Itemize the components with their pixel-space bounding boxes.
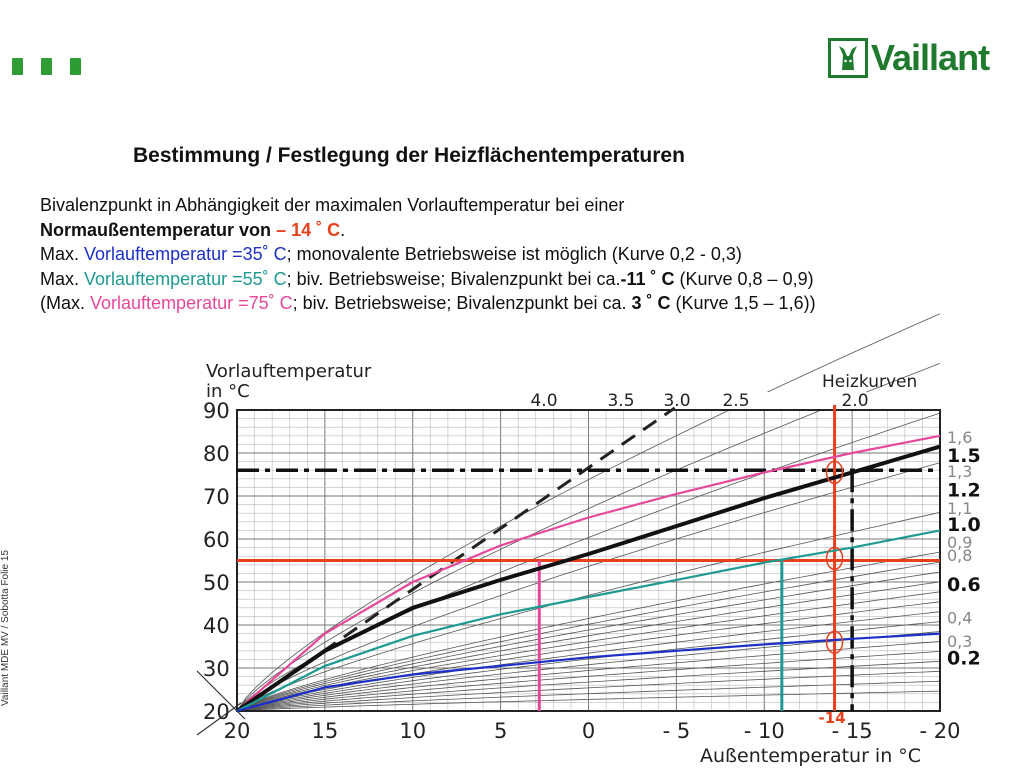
curve-label-right: 1.5 — [947, 445, 981, 467]
y-tick-label: 70 — [203, 485, 230, 509]
body-text-segment: Max. — [40, 268, 80, 289]
heating-curve-background — [236, 690, 941, 712]
y-tick-label: 20 — [203, 700, 230, 724]
body-highlight-pink: Vorlauftemperatur =75˚ C — [90, 293, 293, 313]
heating-curve-background — [236, 680, 941, 712]
x-tick-label: 0 — [582, 719, 595, 743]
series-line-0,8 — [236, 529, 941, 712]
heating-curve-background — [236, 631, 941, 712]
curve-label-right: 1,1 — [947, 499, 972, 518]
series-line-1.5 — [235, 444, 941, 713]
x-tick-label: 20 — [224, 719, 251, 743]
curve-label-top: 3.5 — [607, 391, 634, 411]
plot-mask — [320, 392, 944, 409]
body-line-5: (Max. Vorlauftemperatur =75˚ C; biv. Bet… — [40, 291, 1000, 316]
series-line-0,3 — [236, 632, 941, 713]
y-axis-title-unit: in °C — [206, 381, 250, 402]
heating-curve-background — [236, 591, 941, 712]
curve-label-top: 3.0 — [663, 391, 690, 411]
brand-dots — [12, 58, 81, 75]
heating-curve-background — [236, 581, 941, 712]
plot-mask — [235, 360, 320, 409]
body-line-3: Max. Vorlauftemperatur =35˚ C; monovalen… — [40, 242, 1000, 267]
x-tick-label: 15 — [312, 719, 339, 743]
x-tick-label: - 10 — [744, 719, 785, 743]
y-tick-label: 50 — [203, 571, 230, 595]
body-line-1: Bivalenzpunkt in Abhängigkeit der maxima… — [40, 195, 625, 215]
heating-curve-background — [236, 571, 941, 712]
curve-label-right: 1.2 — [947, 480, 981, 502]
body-text-segment: (Kurve 1,5 – 1,6)) — [670, 293, 816, 313]
curve-label-right: 1.0 — [947, 514, 981, 536]
heating-curve-background — [236, 313, 941, 712]
heating-curve-background — [236, 561, 941, 712]
intersection-marker — [825, 630, 844, 654]
y-tick-label: 60 — [203, 528, 230, 552]
x-axis-title: Außentemperatur in °C — [700, 745, 921, 767]
vaillant-logo: Vaillant — [828, 36, 990, 80]
y-tick-label: 30 — [203, 657, 230, 681]
curve-label-right: 0.6 — [947, 574, 981, 596]
body-text-segment: (Kurve 0,8 – 0,9) — [674, 268, 814, 289]
x-tick-label: - 5 — [663, 719, 691, 743]
x-tick-label: - 20 — [920, 719, 961, 743]
slide-body: Bivalenzpunkt in Abhängigkeit der maxima… — [40, 193, 1000, 316]
y-axis-title: Vorlauftemperatur — [206, 361, 372, 382]
curve-label-right: 1,6 — [947, 428, 972, 447]
body-text-segment: ; biv. Betriebsweise; Bivalenzpunkt bei … — [286, 268, 621, 289]
heating-curve-background — [236, 670, 941, 712]
legend-title: Heizkurven — [822, 372, 917, 392]
body-text-bold: 3 ˚ C — [631, 293, 671, 313]
body-text-bold: -11 ˚ C — [620, 268, 675, 289]
intersection-marker — [825, 460, 844, 485]
curve-label-right: 1,3 — [947, 462, 972, 481]
y-tick-label: 90 — [203, 399, 230, 423]
heating-curve-background — [236, 641, 941, 712]
body-text-segment: ; biv. Betriebsweise; Bivalenzpunkt bei … — [292, 293, 627, 313]
logo-text: Vaillant — [871, 37, 990, 78]
x-tick-label: - 15 — [832, 719, 873, 743]
heating-curve-background — [236, 651, 941, 712]
intersection-marker — [825, 546, 844, 571]
x-tick-label: 5 — [494, 719, 507, 743]
annotation-label: -14 — [819, 709, 846, 727]
body-highlight-blue: Vorlauftemperatur =35˚ C — [84, 244, 287, 264]
heating-curve-background — [236, 611, 941, 712]
curve-label-right: 0,3 — [947, 632, 972, 651]
curve-label-top: 2.5 — [722, 391, 749, 411]
curve-label-top: 4.0 — [530, 391, 557, 411]
y-tick-label: 40 — [203, 614, 230, 638]
heating-curve-background — [236, 621, 941, 712]
slide-title: Bestimmung / Festlegung der Heizflächent… — [133, 144, 685, 167]
curve-label-right: 0.2 — [947, 647, 981, 669]
body-highlight-teal: Vorlauftemperatur =55˚ C — [84, 268, 287, 289]
curve-label-right: 0,9 — [947, 533, 972, 552]
heating-curve-background — [236, 660, 941, 712]
heating-curve-background — [236, 512, 941, 712]
curve-label-right: 0,4 — [947, 608, 972, 627]
corner-diagonal-line — [196, 702, 242, 736]
curve-label-top: 2.0 — [841, 391, 868, 411]
body-text-segment: (Max. — [40, 293, 85, 313]
body-text-segment: Max. — [40, 244, 80, 264]
curve-label-right: 0,8 — [947, 546, 972, 565]
body-text-segment: . — [340, 219, 346, 240]
heating-curve-background — [236, 462, 941, 712]
y-tick-label: 80 — [203, 442, 230, 466]
body-text-segment: ; monovalente Betriebsweise ist möglich … — [286, 244, 742, 264]
hare-icon — [828, 38, 868, 78]
body-highlight-red: – 14 ˚ C — [276, 219, 341, 240]
body-line-4: Max. Vorlauftemperatur =55˚ C; biv. Betr… — [40, 267, 1000, 292]
heating-curve-background — [236, 551, 941, 712]
body-text-segment: Normaußentemperatur von — [40, 219, 272, 240]
body-line-2: Normaußentemperatur von – 14 ˚ C. — [40, 218, 1000, 243]
series-line-1,6 — [236, 434, 941, 712]
x-tick-label: 10 — [399, 719, 426, 743]
